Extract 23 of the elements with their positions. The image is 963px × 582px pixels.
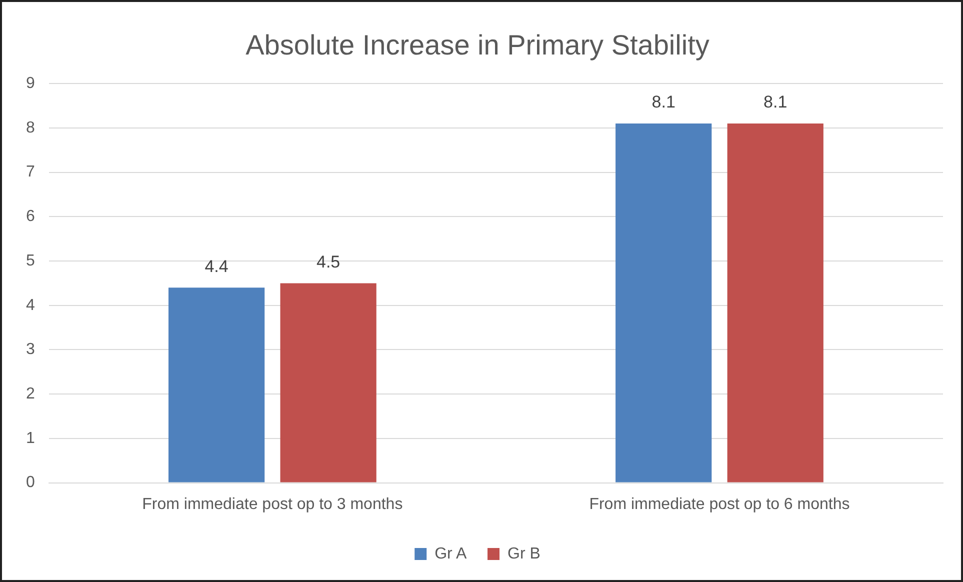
- y-tick-label: 8: [26, 119, 35, 136]
- data-label: 8.1: [764, 92, 788, 112]
- legend-label: Gr B: [508, 545, 540, 562]
- data-label: 8.1: [652, 92, 676, 112]
- y-tick-label: 1: [26, 430, 35, 447]
- bar: [616, 124, 712, 482]
- y-tick-label: 0: [26, 474, 35, 492]
- bar: [168, 288, 265, 482]
- y-tick-label: 3: [26, 341, 35, 358]
- y-tick-label: 2: [26, 385, 35, 402]
- x-tick-label: From immediate post op to 3 months: [142, 496, 403, 513]
- y-tick-label: 9: [26, 75, 35, 92]
- x-tick-label: From immediate post op to 6 months: [589, 496, 850, 513]
- y-tick-label: 6: [26, 208, 35, 226]
- data-label: 4.5: [316, 252, 340, 272]
- chart-title: Absolute Increase in Primary Stability: [246, 30, 710, 61]
- legend-label: Gr A: [434, 545, 467, 562]
- y-tick-label: 4: [26, 296, 35, 314]
- bar: [727, 124, 824, 482]
- bar: [280, 283, 376, 482]
- y-tick-label: 5: [26, 252, 35, 270]
- data-label: 4.4: [204, 256, 228, 276]
- y-tick-label: 7: [26, 164, 35, 181]
